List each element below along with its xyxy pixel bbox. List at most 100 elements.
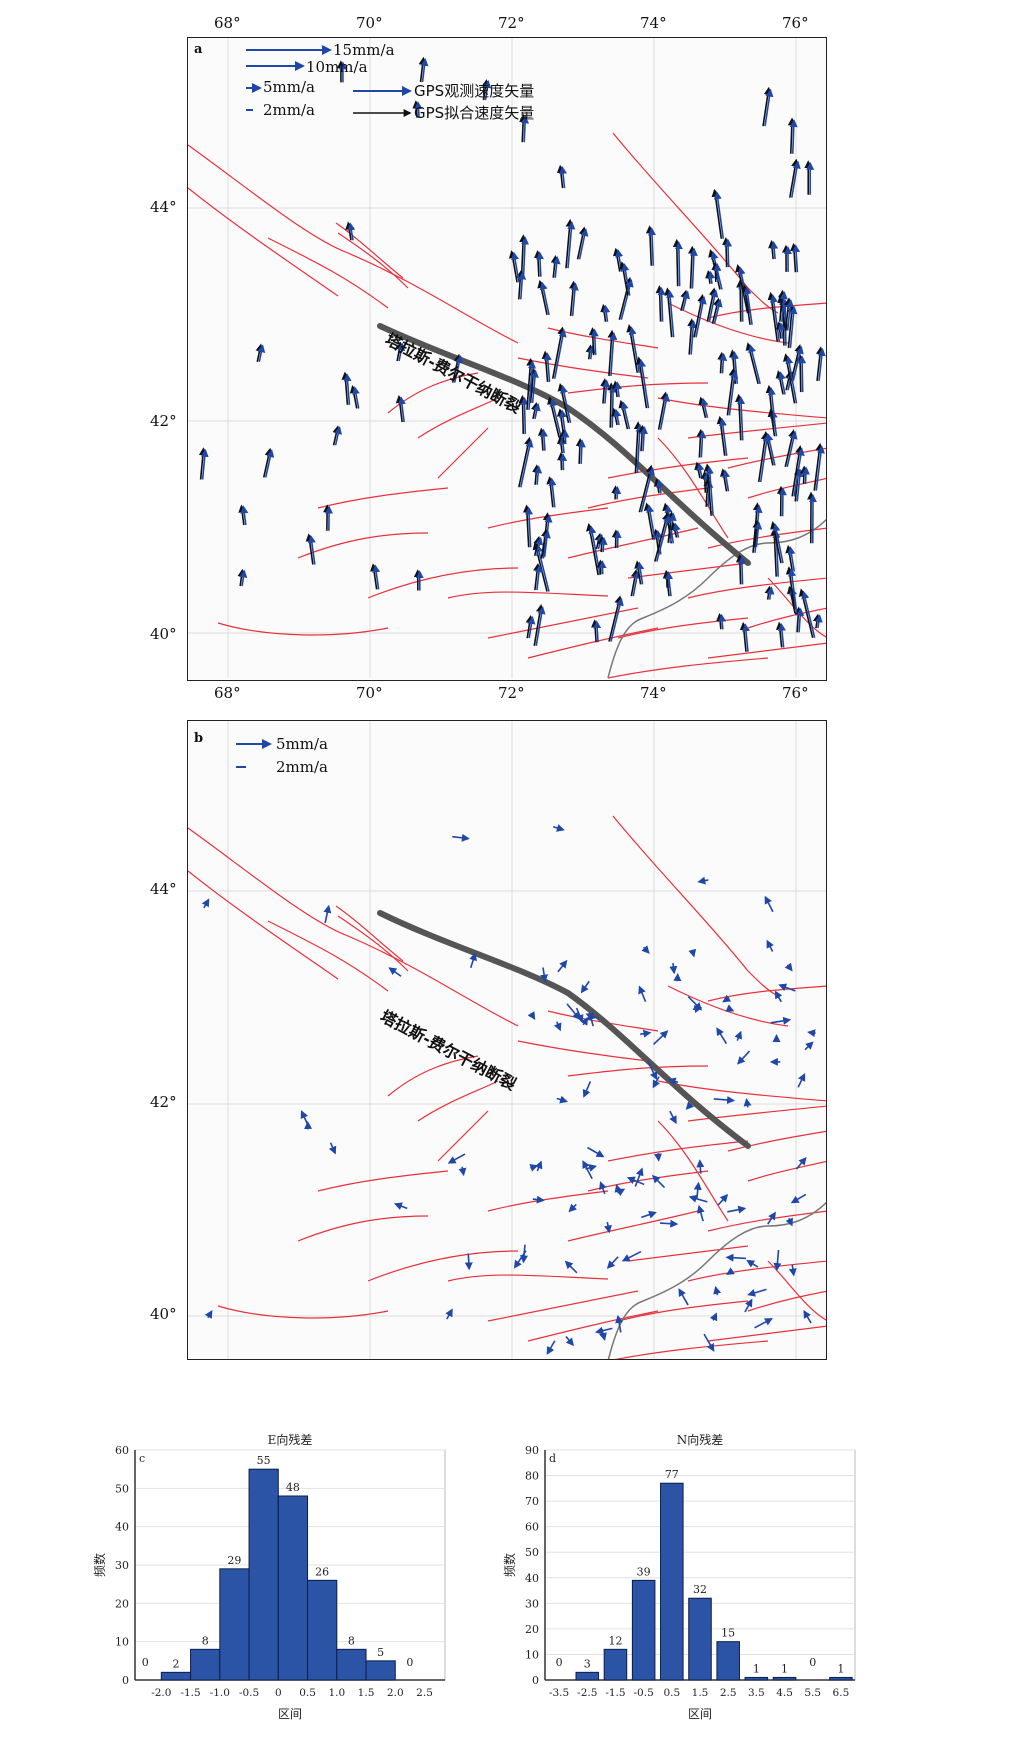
chart-title: E向残差 [268,1432,313,1447]
y-tick-label: 0 [532,1674,539,1687]
x-tick-label: -0.5 [634,1687,654,1699]
histogram-bar [190,1648,221,1681]
grid-lines [188,38,826,678]
bar-value-label: 8 [202,1634,209,1647]
grid-lines [188,721,826,1359]
bar-value-label: 15 [721,1627,735,1640]
x-tick-label: -3.5 [549,1687,569,1699]
a-left-tick-40: 40° [150,625,177,643]
y-tick-label: 90 [525,1444,539,1457]
bar-value-label: 29 [227,1554,241,1567]
x-tick-label: 6.5 [833,1687,850,1699]
b-left-tick-44: 44° [150,880,177,898]
x-tick-label: 2.5 [720,1687,737,1699]
x-tick-label: 2.5 [416,1687,433,1699]
legend-a-scale-5: 5mm/a [263,78,315,96]
a-top-tick-68: 68° [214,14,241,32]
legend-fitted-label: GPS拟合速度矢量 [414,104,535,122]
bar-value-label: 1 [753,1662,760,1675]
y-tick-label: 50 [115,1482,129,1495]
bar-value-label: 1 [781,1662,788,1675]
x-tick-label: -1.5 [605,1687,625,1699]
gps-vectors [201,824,816,1355]
x-tick-label: 1.0 [328,1687,345,1699]
y-tick-label: 80 [525,1470,539,1483]
bar-value-label: 3 [584,1657,591,1670]
x-tick-label: 2.0 [387,1687,404,1699]
x-tick-label: 3.5 [748,1687,765,1699]
legend-arrows [236,739,272,768]
histogram-bar [248,1468,279,1681]
x-tick-label: -1.0 [210,1687,230,1699]
y-axis-label: 频数 [92,1553,107,1577]
legend-b-scale-5: 5mm/a [276,735,328,753]
y-tick-label: 20 [115,1597,129,1610]
bar-value-label: 48 [286,1481,300,1494]
y-tick-label: 50 [525,1546,539,1559]
a-bottom-tick-76: 76° [782,684,809,702]
a-top-tick-70: 70° [356,14,383,32]
gps-vectors [198,56,826,652]
histogram-bar [744,1676,769,1681]
bar-value-label: 5 [377,1646,384,1659]
a-top-tick-72: 72° [498,14,525,32]
panel-label: c [139,1452,145,1465]
legend-a-scale-10: 10mm/a [306,58,368,76]
b-left-tick-40: 40° [150,1305,177,1323]
y-tick-label: 30 [115,1559,129,1572]
histogram-bar [160,1671,192,1681]
x-tick-label: -2.0 [151,1687,171,1699]
histogram-bar [575,1671,600,1681]
map-panel-a: a 15mm/a 10mm/a 5mm/a 2mm/a GPS观测速度矢量 GP… [187,37,827,681]
histogram-bar [336,1648,367,1681]
x-tick-label: -0.5 [239,1687,259,1699]
bar-value-label: 0 [406,1656,413,1669]
map-a-canvas [188,38,826,679]
bar-value-label: 2 [172,1657,179,1670]
x-axis-label: 区间 [688,1707,712,1721]
y-tick-label: 40 [115,1521,129,1534]
y-tick-label: 20 [525,1623,539,1636]
legend-b-scale-2: 2mm/a [276,758,328,776]
x-tick-label: 1.5 [692,1687,709,1699]
y-tick-label: 0 [122,1674,129,1687]
bar-value-label: 8 [348,1634,355,1647]
a-left-tick-42: 42° [150,412,177,430]
a-bottom-tick-68: 68° [214,684,241,702]
histogram-bar [631,1579,656,1681]
x-tick-label: 0.5 [299,1687,316,1699]
histogram-bar [365,1660,396,1681]
y-tick-label: 60 [525,1521,539,1534]
histogram-bar [772,1676,797,1681]
bar-value-label: 77 [665,1468,679,1481]
bar-value-label: 1 [837,1662,844,1675]
a-left-tick-44: 44° [150,198,177,216]
x-tick-label: -2.5 [577,1687,597,1699]
legend-a-scale-15: 15mm/a [333,41,395,59]
x-tick-label: 5.5 [804,1687,821,1699]
a-bottom-tick-72: 72° [498,684,525,702]
x-tick-label: -1.5 [180,1687,200,1699]
bar-value-label: 12 [608,1634,622,1647]
legend-a-scale-2: 2mm/a [263,101,315,119]
histogram-bar [660,1482,684,1681]
histogram-bar [716,1641,740,1681]
a-top-tick-74: 74° [640,14,667,32]
panel-b-label: b [194,731,204,746]
y-tick-label: 60 [115,1444,129,1457]
x-axis-label: 区间 [278,1707,302,1721]
map-b-canvas [188,721,826,1359]
a-top-tick-76: 76° [782,14,809,32]
bar-value-label: 26 [315,1565,329,1578]
legend-arrows [246,45,412,117]
chart-title: N向残差 [677,1432,724,1447]
histogram-bar [688,1597,712,1681]
x-tick-label: 0.5 [663,1687,680,1699]
x-tick-label: 0 [275,1687,282,1699]
bar-value-label: 32 [693,1583,707,1596]
y-tick-label: 30 [525,1597,539,1610]
y-tick-label: 10 [525,1648,539,1661]
y-tick-label: 10 [115,1636,129,1649]
